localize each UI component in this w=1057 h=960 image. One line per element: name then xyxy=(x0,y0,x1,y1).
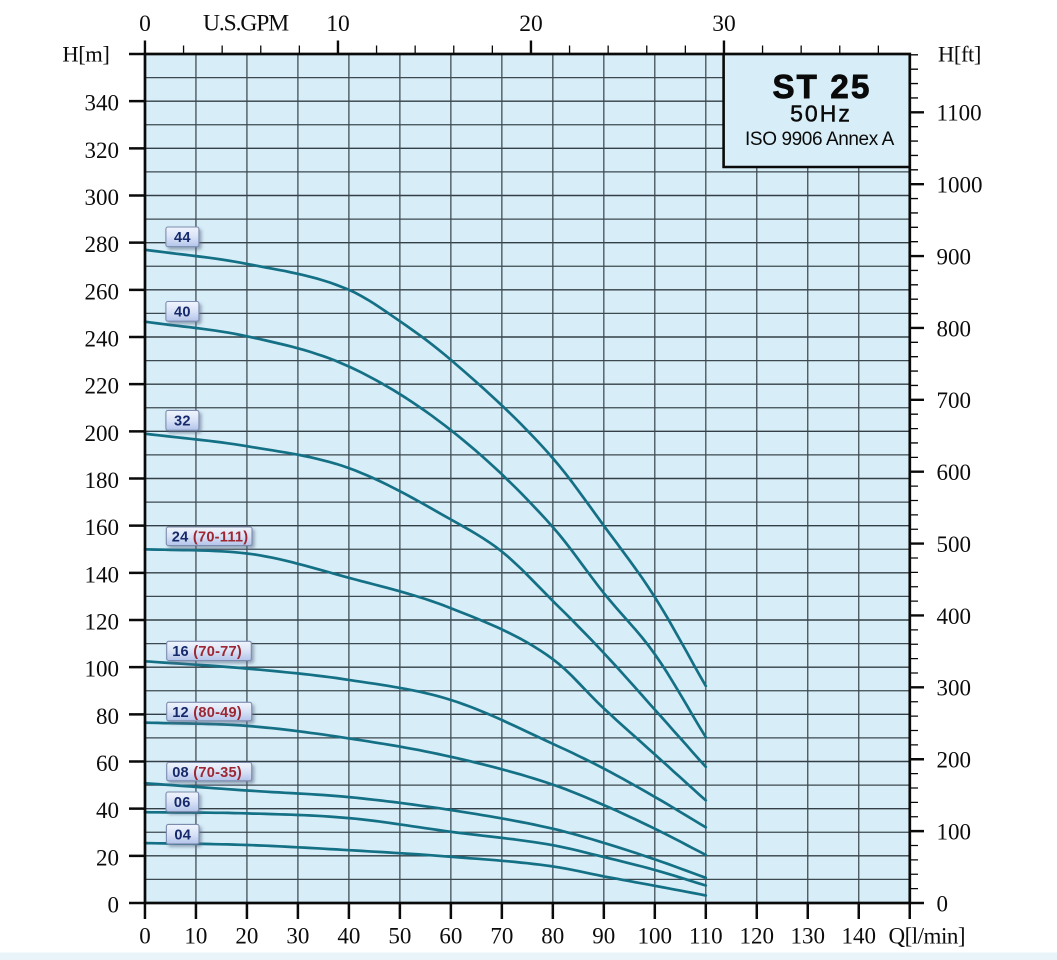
svg-text:120: 120 xyxy=(740,924,775,949)
svg-text:40: 40 xyxy=(96,798,119,823)
svg-text:900: 900 xyxy=(937,244,972,269)
svg-text:0: 0 xyxy=(139,924,151,949)
svg-text:24 (70-111): 24 (70-111) xyxy=(172,530,249,546)
svg-text:220: 220 xyxy=(85,374,120,399)
svg-text:Q[l/min]: Q[l/min] xyxy=(889,924,966,949)
svg-text:0: 0 xyxy=(108,893,120,918)
svg-text:100: 100 xyxy=(85,657,120,682)
svg-text:40: 40 xyxy=(337,924,360,949)
svg-text:44: 44 xyxy=(174,230,191,246)
svg-text:180: 180 xyxy=(85,468,120,493)
svg-text:140: 140 xyxy=(842,924,877,949)
svg-text:06: 06 xyxy=(174,795,191,811)
svg-text:80: 80 xyxy=(96,704,119,729)
svg-text:0: 0 xyxy=(139,11,151,37)
svg-text:340: 340 xyxy=(85,91,120,116)
svg-text:ISO 9906 Annex A: ISO 9906 Annex A xyxy=(745,129,895,150)
svg-text:50: 50 xyxy=(388,924,411,949)
svg-text:10: 10 xyxy=(326,11,350,37)
svg-text:16 (70-77): 16 (70-77) xyxy=(172,644,242,660)
svg-text:260: 260 xyxy=(85,279,120,304)
svg-text:1100: 1100 xyxy=(937,101,982,126)
svg-text:700: 700 xyxy=(937,388,972,413)
svg-text:U.S.GPM: U.S.GPM xyxy=(203,11,289,37)
svg-text:08 (70-35): 08 (70-35) xyxy=(172,765,242,781)
svg-text:20: 20 xyxy=(235,924,258,949)
svg-text:04: 04 xyxy=(174,827,191,843)
svg-text:100: 100 xyxy=(937,819,972,844)
svg-text:32: 32 xyxy=(174,414,191,430)
svg-text:12 (80-49): 12 (80-49) xyxy=(172,705,242,721)
svg-text:80: 80 xyxy=(541,924,564,949)
svg-text:110: 110 xyxy=(689,924,723,949)
svg-text:30: 30 xyxy=(286,924,309,949)
svg-text:280: 280 xyxy=(85,232,120,257)
svg-text:90: 90 xyxy=(592,924,615,949)
svg-text:20: 20 xyxy=(519,11,543,37)
svg-text:800: 800 xyxy=(937,316,972,341)
svg-text:30: 30 xyxy=(712,11,736,37)
svg-text:H[m]: H[m] xyxy=(62,42,109,67)
svg-text:H[ft]: H[ft] xyxy=(938,42,981,67)
svg-text:320: 320 xyxy=(85,138,120,163)
svg-text:500: 500 xyxy=(937,532,972,557)
svg-text:400: 400 xyxy=(937,604,972,629)
svg-text:130: 130 xyxy=(791,924,826,949)
svg-text:100: 100 xyxy=(638,924,673,949)
svg-text:60: 60 xyxy=(96,751,119,776)
svg-text:600: 600 xyxy=(937,460,972,485)
svg-text:200: 200 xyxy=(85,421,120,446)
svg-text:60: 60 xyxy=(439,924,462,949)
svg-text:70: 70 xyxy=(490,924,513,949)
svg-text:300: 300 xyxy=(85,185,120,210)
svg-text:0: 0 xyxy=(937,891,949,916)
svg-text:300: 300 xyxy=(937,676,972,701)
svg-text:40: 40 xyxy=(174,305,191,321)
svg-text:20: 20 xyxy=(96,845,119,870)
svg-text:1000: 1000 xyxy=(937,173,983,198)
svg-text:50Hz: 50Hz xyxy=(790,101,852,127)
svg-text:140: 140 xyxy=(85,562,120,587)
svg-text:120: 120 xyxy=(85,610,120,635)
svg-text:ST 25: ST 25 xyxy=(772,68,871,105)
svg-text:160: 160 xyxy=(85,515,120,540)
svg-text:240: 240 xyxy=(85,327,120,352)
svg-text:200: 200 xyxy=(937,748,972,773)
svg-text:10: 10 xyxy=(184,924,207,949)
